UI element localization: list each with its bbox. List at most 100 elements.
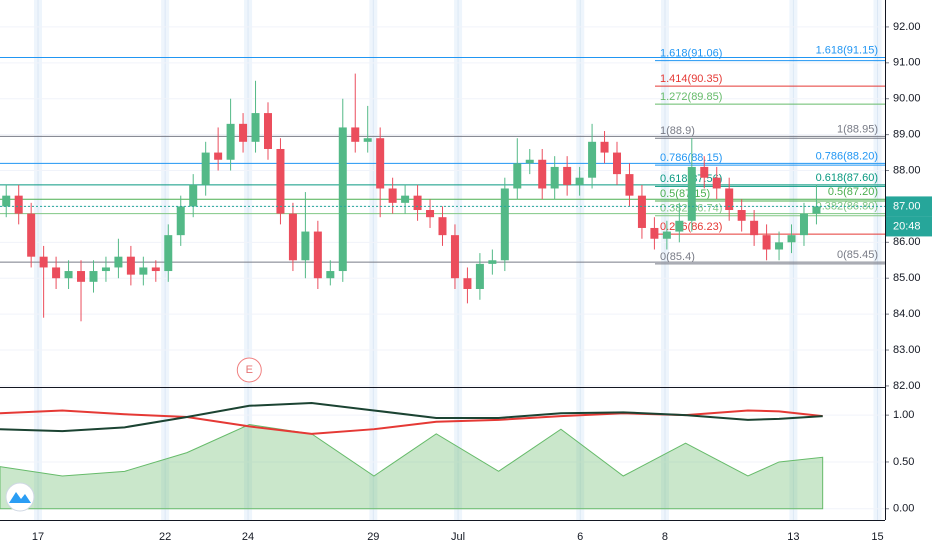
candle-body bbox=[14, 195, 23, 214]
candle-body bbox=[787, 235, 796, 243]
candle-body bbox=[450, 235, 459, 279]
candle-body bbox=[812, 206, 821, 214]
candle-body bbox=[89, 271, 98, 282]
candle-body bbox=[650, 227, 659, 239]
x-tick-label: Jul bbox=[451, 531, 465, 543]
y-tick-label: 85.00 bbox=[893, 272, 921, 284]
fib-label: 0.618(87.60) bbox=[816, 172, 878, 184]
last-price-label: 87.00 bbox=[893, 200, 921, 212]
candle-body bbox=[700, 166, 709, 178]
candle-body bbox=[39, 256, 48, 268]
last-price-tag bbox=[885, 196, 932, 217]
candle-body bbox=[463, 278, 472, 289]
x-tick-label: 29 bbox=[367, 531, 379, 543]
candle-body bbox=[388, 188, 397, 203]
tradingview-logo bbox=[5, 482, 35, 512]
candle-body bbox=[525, 159, 534, 164]
x-tick-label: 6 bbox=[577, 531, 583, 543]
y-tick-label: 88.00 bbox=[893, 164, 921, 176]
candle-body bbox=[114, 256, 123, 268]
candle-body bbox=[363, 138, 372, 142]
x-tick-label: 8 bbox=[662, 531, 668, 543]
fib-label: 0.236(86.23) bbox=[660, 221, 722, 233]
candle-body bbox=[214, 152, 223, 160]
fib-label: 1(88.95) bbox=[837, 123, 878, 135]
oscillator-area bbox=[0, 423, 824, 510]
earnings-label: E bbox=[246, 364, 253, 376]
fib-label: 1(88.9) bbox=[660, 125, 695, 137]
fib-label: 0(85.45) bbox=[837, 249, 878, 261]
candle-body bbox=[313, 231, 322, 279]
candle-body bbox=[775, 242, 784, 250]
y-tick-label: 1.00 bbox=[893, 409, 914, 421]
candle-body bbox=[613, 152, 622, 175]
candle-body bbox=[401, 195, 410, 203]
candle-body bbox=[288, 213, 297, 261]
candle-body bbox=[239, 123, 248, 142]
candle-body bbox=[176, 206, 185, 236]
candle-body bbox=[64, 271, 73, 279]
fib-label: 0(85.4) bbox=[660, 251, 695, 263]
y-tick-label: 83.00 bbox=[893, 344, 921, 356]
y-tick-label: 82.00 bbox=[893, 380, 921, 392]
y-tick-label: 91.00 bbox=[893, 57, 921, 69]
candle-body bbox=[338, 127, 347, 272]
y-tick-label: 92.00 bbox=[893, 21, 921, 33]
candle-body bbox=[799, 213, 808, 236]
y-tick-label: 89.00 bbox=[893, 129, 921, 141]
candle-body bbox=[488, 260, 497, 264]
candle-body bbox=[351, 127, 360, 142]
fib-label: 1.618(91.15) bbox=[816, 44, 878, 56]
candle-body bbox=[550, 166, 559, 189]
candle-body bbox=[737, 210, 746, 221]
candle-body bbox=[588, 141, 597, 178]
fib-label: 0.5(87.20) bbox=[828, 186, 878, 198]
y-tick-label: 90.00 bbox=[893, 93, 921, 105]
indicator-line bbox=[0, 409, 823, 435]
candle-body bbox=[637, 195, 646, 228]
candle-body bbox=[762, 235, 771, 250]
candle-body bbox=[301, 231, 310, 261]
candle-body bbox=[750, 220, 759, 236]
candle-body bbox=[2, 195, 11, 207]
indicator-line bbox=[0, 401, 823, 433]
candle-body bbox=[712, 177, 721, 189]
candle-body bbox=[263, 113, 272, 149]
earnings-marker bbox=[236, 357, 262, 383]
candle-body bbox=[725, 188, 734, 211]
fib-label: 0.382(86.80) bbox=[816, 201, 878, 213]
candle-body bbox=[226, 123, 235, 160]
fib-label: 0.786(88.20) bbox=[816, 150, 878, 162]
fib-label: 1.272(89.85) bbox=[660, 91, 722, 103]
candle-body bbox=[675, 220, 684, 232]
x-tick-label: 22 bbox=[159, 531, 171, 543]
candle-body bbox=[276, 148, 285, 214]
y-tick-label: 84.00 bbox=[893, 308, 921, 320]
candle-body bbox=[625, 174, 634, 196]
candle-body bbox=[77, 271, 86, 282]
candle-body bbox=[52, 267, 61, 279]
y-tick-label: 86.00 bbox=[893, 236, 921, 248]
fib-label: 0.786(88.15) bbox=[660, 152, 722, 164]
countdown-tag bbox=[885, 216, 932, 237]
candle-body bbox=[326, 271, 335, 279]
candle-body bbox=[201, 152, 210, 185]
candle-body bbox=[575, 177, 584, 185]
fib-label: 1.618(91.06) bbox=[660, 48, 722, 60]
fib-label: 1.414(90.35) bbox=[660, 73, 722, 85]
candle-body bbox=[662, 231, 671, 239]
candle-body bbox=[126, 256, 135, 275]
candle-body bbox=[563, 166, 572, 185]
candles bbox=[2, 73, 821, 322]
candle-body bbox=[513, 163, 522, 189]
candle-body bbox=[251, 113, 260, 142]
candle-body bbox=[687, 166, 696, 221]
candle-body bbox=[376, 138, 385, 189]
candle-body bbox=[500, 188, 509, 261]
candle-body bbox=[538, 159, 547, 189]
candle-body bbox=[600, 141, 609, 153]
candle-body bbox=[101, 267, 110, 272]
candle-body bbox=[151, 267, 160, 272]
candle-body bbox=[413, 195, 422, 211]
x-tick-label: 17 bbox=[32, 531, 44, 543]
